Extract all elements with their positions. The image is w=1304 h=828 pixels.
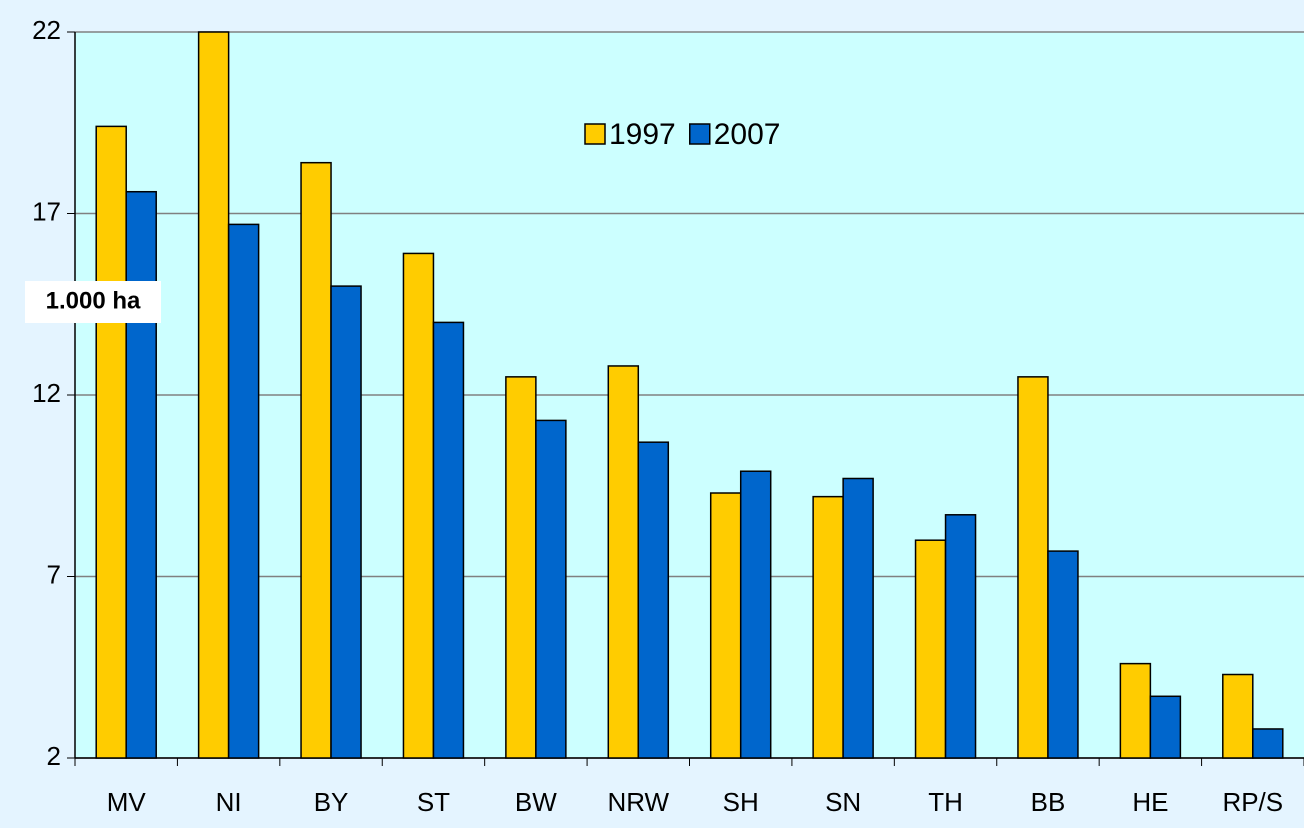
y-tick-label: 2 [47, 741, 61, 771]
y-tick-label: 12 [32, 378, 61, 408]
x-tick-label: BY [314, 787, 349, 817]
bar [95, 125, 127, 759]
bar [812, 495, 844, 759]
bar [914, 539, 947, 759]
bar [944, 514, 977, 759]
bar [842, 477, 874, 759]
bar [402, 252, 435, 759]
bar [1047, 550, 1079, 759]
x-tick-label: ST [417, 787, 450, 817]
legend-swatch [584, 123, 606, 145]
y-tick-label: 22 [32, 15, 61, 45]
y-tick-label: 7 [47, 559, 61, 589]
x-tick-label: MV [107, 787, 147, 817]
x-tick-label: SN [825, 787, 861, 817]
bar [227, 223, 260, 759]
bar [300, 161, 332, 759]
legend-label: 2007 [714, 118, 781, 151]
legend-swatch [689, 123, 711, 145]
bar [505, 376, 537, 759]
bar [709, 492, 742, 759]
bar [607, 365, 640, 759]
bar [1252, 728, 1284, 759]
bar [197, 31, 230, 759]
x-tick-label: HE [1132, 787, 1168, 817]
x-tick-label: RP/S [1222, 787, 1283, 817]
legend-label: 1997 [609, 118, 676, 151]
x-tick-label: BW [515, 787, 557, 817]
bar [1017, 376, 1049, 759]
bar [330, 285, 362, 759]
bar [1119, 662, 1152, 759]
x-tick-label: NI [216, 787, 242, 817]
bar [1222, 673, 1254, 759]
y-label-box [25, 281, 161, 323]
x-tick-label: TH [928, 787, 963, 817]
x-tick-label: BB [1031, 787, 1066, 817]
bar [125, 190, 157, 759]
x-tick-label: SH [723, 787, 759, 817]
bar [1149, 695, 1182, 759]
x-tick-label: NRW [607, 787, 669, 817]
y-label: 1.000 ha [46, 287, 141, 314]
bar [432, 321, 465, 759]
y-tick-label: 17 [32, 196, 61, 226]
bar [637, 441, 670, 759]
bar [535, 419, 567, 759]
bar [739, 470, 772, 759]
